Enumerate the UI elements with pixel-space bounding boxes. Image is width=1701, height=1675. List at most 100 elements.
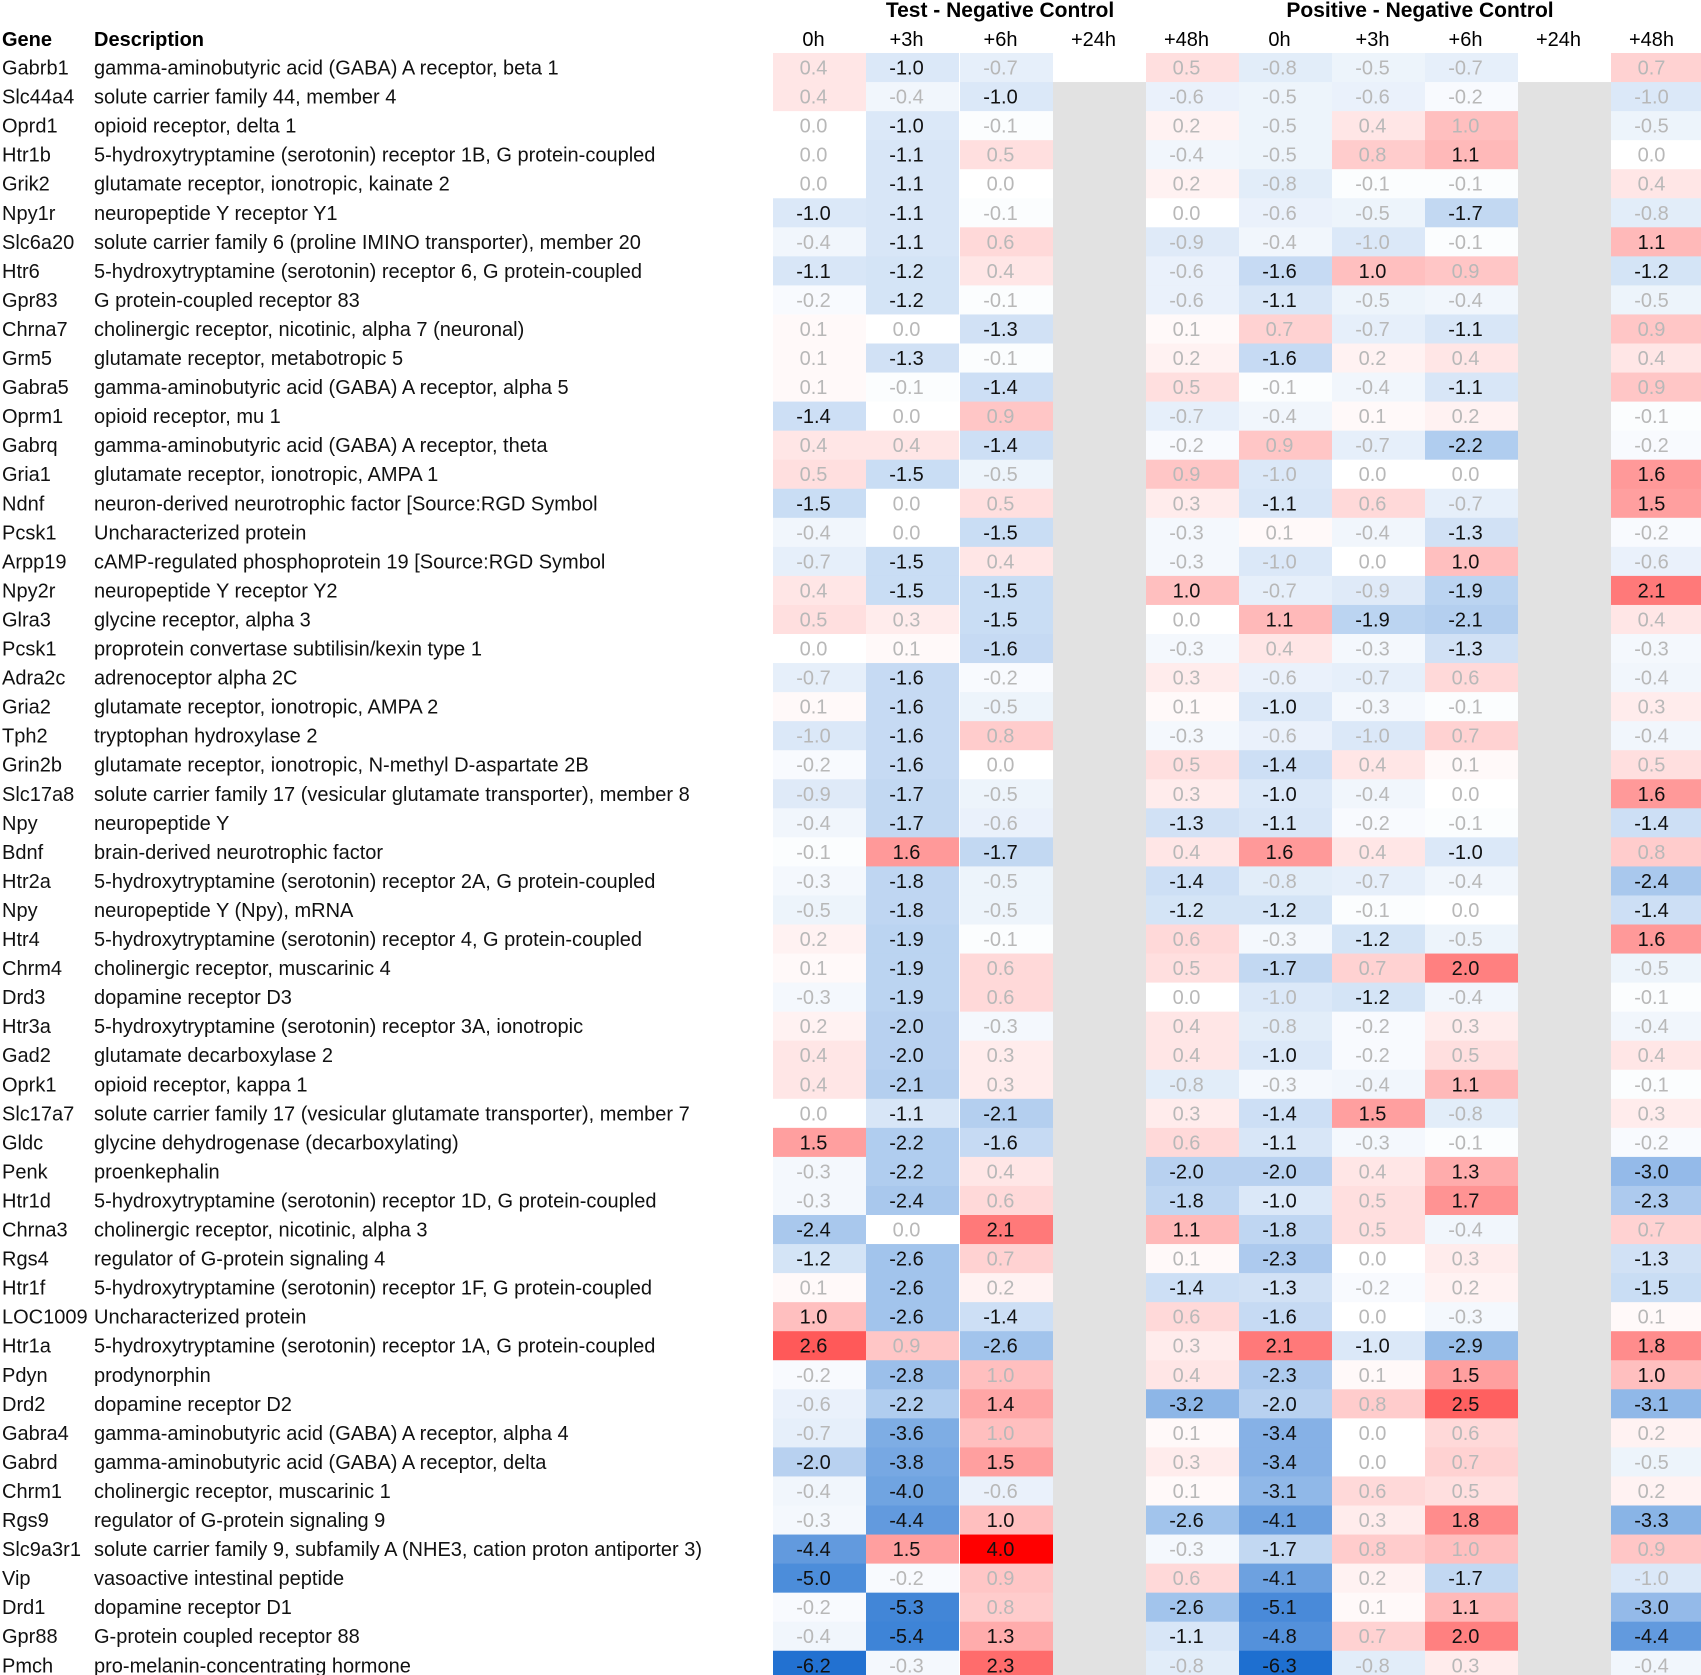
cell-value-label: 0.2 [800,1016,828,1038]
heatmap-cell [773,546,866,577]
cell-value-label: -1.2 [1169,900,1203,922]
cell-value-label: -1.4 [983,377,1017,399]
cell-value-label: 0.7 [1638,58,1666,80]
heatmap-cell [773,808,866,838]
heatmap-cell [1332,343,1425,374]
heatmap-cell [1425,401,1518,432]
cell-value-label: -0.7 [983,58,1017,80]
cell-value-label: -0.1 [1448,1132,1482,1154]
cell-value-label: -0.3 [1355,697,1389,719]
heatmap-cell [866,866,959,897]
heatmap-cell [1332,1389,1425,1419]
gene-label: Npy2r [2,580,56,602]
heatmap-cell [1425,895,1518,926]
heatmap-cell [1425,488,1518,519]
cell-value-label: -1.1 [889,145,923,167]
cell-value-label: -2.1 [983,1103,1017,1125]
gene-description: tryptophan hydroxylase 2 [94,726,317,748]
gene-description: 5-hydroxytryptamine (serotonin) receptor… [94,929,642,951]
heatmap-cell [1146,401,1239,432]
heatmap-cell [1146,546,1239,577]
heatmap-cell [1611,1302,1701,1332]
cell-value-label: -0.6 [1169,261,1203,283]
heatmap-cell [1146,808,1239,838]
cell-value-label: -2.3 [1262,1249,1296,1271]
heatmap-cell [1239,721,1332,751]
cell-value-label: -1.1 [1262,1132,1296,1154]
heatmap-cell [866,82,959,112]
heatmap-cell [1425,314,1518,345]
cell-value-label: 0.3 [1452,1655,1480,1675]
heatmap-cell [960,1156,1053,1187]
cell-value-label: 0.1 [800,319,828,341]
heatmap-cell [1332,1302,1425,1332]
heatmap-cell [1239,750,1332,780]
heatmap-cell [1146,459,1239,490]
cell-value-label: -1.0 [1355,232,1389,254]
cell-value-label: -3.4 [1262,1423,1296,1445]
cell-value-label: 0.3 [1173,784,1201,806]
heatmap-cell [1611,111,1701,141]
heatmap-cell [1332,401,1425,432]
cell-value-label: 0.8 [987,1597,1015,1619]
heatmap-cell [1239,343,1332,374]
heatmap-cell [1611,1215,1701,1245]
gene-description: Uncharacterized protein [94,522,306,544]
heatmap-cell [1425,169,1518,199]
gene-label: Drd2 [2,1394,45,1416]
gene-label: Oprm1 [2,406,63,428]
heatmap-cell [1611,779,1701,809]
gene-label: Htr1d [2,1190,51,1212]
heatmap-cell [1611,430,1701,461]
heatmap-cell [1239,1040,1332,1071]
heatmap-cell [1332,198,1425,228]
gene-label: Oprk1 [2,1074,56,1096]
column-header-test-4: +48h [1164,29,1209,51]
heatmap-cell [1239,1389,1332,1419]
cell-value-label: -0.7 [1355,435,1389,457]
gene-description: 5-hydroxytryptamine (serotonin) receptor… [94,871,655,893]
missing-column-band [1518,82,1611,1675]
cell-value-label: 0.4 [1359,842,1387,864]
cell-value-label: 0.0 [1359,551,1387,573]
cell-value-label: -0.1 [983,116,1017,138]
cell-value-label: 0.5 [800,464,828,486]
cell-value-label: -1.0 [1448,842,1482,864]
heatmap-cell [1146,1273,1239,1303]
cell-value-label: -1.9 [1355,609,1389,631]
cell-value-label: 0.8 [1638,842,1666,864]
cell-value-label: 1.5 [1452,1365,1480,1387]
cell-value-label: 2.1 [1638,580,1666,602]
heatmap-cell [773,1650,866,1675]
cell-value-label: -0.2 [1355,813,1389,835]
cell-value-label: -1.0 [889,58,923,80]
cell-value-label: 1.0 [1452,116,1480,138]
cell-value-label: -2.0 [1262,1394,1296,1416]
cell-value-label: -1.1 [889,203,923,225]
heatmap-cell [1332,372,1425,403]
cell-value-label: 1.0 [987,1423,1015,1445]
cell-value-label: -0.5 [1355,58,1389,80]
gene-description: neuropeptide Y receptor Y2 [94,580,338,602]
heatmap-cell [1425,1476,1518,1507]
heatmap-cell [773,517,866,548]
heatmap-cell [960,1273,1053,1303]
cell-value-label: 0.3 [1173,668,1201,690]
heatmap-cell [866,837,959,867]
cell-value-label: -0.6 [1262,726,1296,748]
heatmap-cell [1425,53,1518,83]
cell-value-label: 0.1 [800,377,828,399]
gene-column-header: Gene [2,29,52,51]
gene-label: Chrna3 [2,1220,68,1242]
cell-value-label: 0.5 [1359,1220,1387,1242]
cell-value-label: 0.1 [893,639,921,661]
heatmap-cell [1425,1273,1518,1303]
cell-value-label: -0.1 [983,929,1017,951]
cell-value-label: -1.5 [983,609,1017,631]
heatmap-cell [773,459,866,490]
heatmap-cell [1332,1592,1425,1623]
heatmap-cell [1239,1273,1332,1303]
gene-description: cholinergic receptor, muscarinic 1 [94,1481,391,1503]
cell-value-label: -0.2 [1355,1016,1389,1038]
heatmap-cell [1611,1185,1701,1216]
